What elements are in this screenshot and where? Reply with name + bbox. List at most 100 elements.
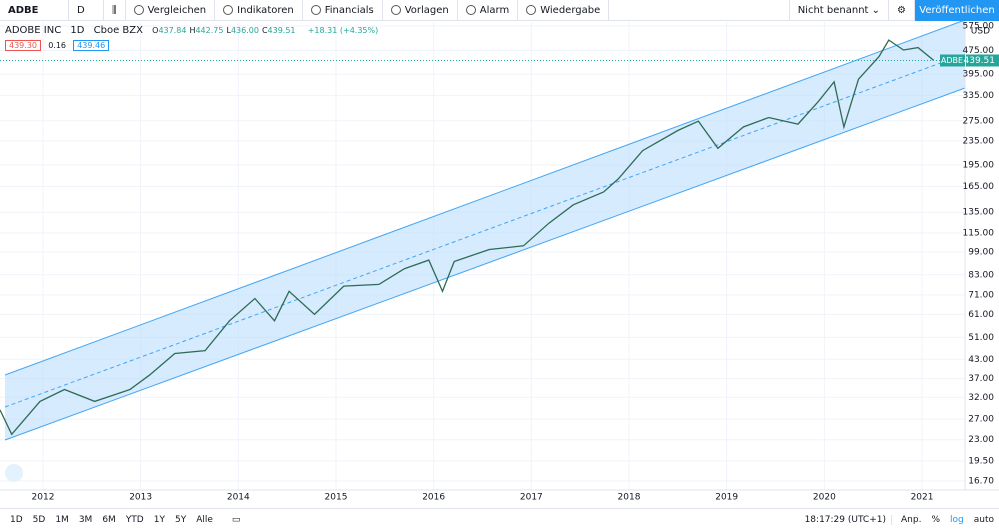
currency: USD xyxy=(971,27,990,37)
date-range-icon[interactable]: ▭ xyxy=(231,515,241,525)
ohlc-value: 442.75 xyxy=(195,26,224,35)
legend: ADOBE INC 1D Cboe BZX O437.84 H442.75 L436… xyxy=(5,25,384,51)
range-button[interactable]: 3M xyxy=(78,515,93,525)
y-tick-label: 335.00 xyxy=(963,91,995,101)
ohlc-label: O xyxy=(152,26,159,35)
price-line xyxy=(0,39,935,436)
x-tick-label: 2021 xyxy=(911,493,934,503)
y-tick-label: 16.70 xyxy=(968,476,994,486)
x-tick-label: 2012 xyxy=(32,493,55,503)
ohlc-label: L xyxy=(226,26,231,35)
x-tick-label: 2017 xyxy=(520,493,543,503)
x-tick-label: 2019 xyxy=(715,493,738,503)
channel-upper xyxy=(4,19,966,376)
toolbar-item[interactable]: Financials xyxy=(303,0,383,21)
legend-interval: 1D xyxy=(70,25,85,36)
range-button[interactable]: 1Y xyxy=(153,515,165,525)
symbol-tag-bg xyxy=(940,54,965,67)
ohlc-value: 437.84 xyxy=(158,26,187,35)
y-tick-label: 165.00 xyxy=(963,182,995,192)
ohlc-value: 439.51 xyxy=(267,26,296,35)
toolbar-icon xyxy=(133,5,144,15)
quote-row: 439.30 0.16 439.46 xyxy=(5,36,384,51)
toolbar-item[interactable]: Wiedergabe xyxy=(518,0,610,21)
y-tick-label: 275.00 xyxy=(963,116,995,126)
legend-title: ADOBE INC xyxy=(5,25,62,36)
y-tick-label: 235.00 xyxy=(963,136,995,146)
ranges: 1D 5D 1M 3M 6M YTD 1Y 5Y Alle xyxy=(0,515,218,525)
option-button[interactable]: auto xyxy=(973,515,994,525)
range-button[interactable]: YTD xyxy=(125,515,144,525)
logo[interactable] xyxy=(5,464,23,482)
x-tick-label: 2014 xyxy=(227,493,250,503)
bid[interactable]: 439.30 xyxy=(5,40,41,51)
last-price-bg xyxy=(966,54,999,67)
y-tick-label: 99.00 xyxy=(968,248,994,258)
toolbar-items: Vergleichen Indikatoren Financials Vorlagen… xyxy=(126,0,610,21)
toolbar-icon xyxy=(390,5,401,15)
top-toolbar: ADBE D ⫼ Vergleichen Indikatoren Financial… xyxy=(0,0,999,21)
channel-lower xyxy=(4,87,966,441)
range-button[interactable]: 1D xyxy=(10,515,23,525)
clock: 18:17:29 (UTC+1) xyxy=(804,515,886,525)
settings[interactable]: ⚙ xyxy=(889,0,915,21)
x-tick-label: 2015 xyxy=(325,493,348,503)
toolbar-icon xyxy=(465,5,476,15)
chart-style[interactable]: ⫼ xyxy=(104,0,126,21)
option-button[interactable]: % xyxy=(931,515,940,525)
option-button[interactable]: Anp. xyxy=(901,515,922,525)
option-button[interactable]: log xyxy=(950,515,964,525)
x-tick-label: 2016 xyxy=(422,493,445,503)
range-button[interactable]: Alle xyxy=(196,515,213,525)
y-tick-label: 135.00 xyxy=(963,208,995,218)
range-button[interactable]: 5D xyxy=(32,515,46,525)
layout-name: Nicht benannt xyxy=(797,4,869,16)
toolbar-label: Vorlagen xyxy=(404,4,449,16)
y-tick-label: 37.00 xyxy=(968,374,994,384)
y-tick-label: 71.00 xyxy=(968,290,994,300)
toolbar-item[interactable]: Indikatoren xyxy=(215,0,303,21)
range-button[interactable]: 6M xyxy=(102,515,116,525)
x-tick-label: 2020 xyxy=(813,493,836,503)
ohlc: O437.84 H442.75 L436.00 C439.51 xyxy=(152,26,298,35)
toolbar-label: Financials xyxy=(324,4,374,16)
symbol[interactable]: ADBE xyxy=(0,0,69,21)
range-button[interactable]: 1M xyxy=(55,515,69,525)
toolbar-icon xyxy=(223,5,234,15)
bottom-toolbar: 1D 5D 1M 3M 6M YTD 1Y 5Y Alle ▭ 18:17:29 (UTC+1)… xyxy=(0,508,999,531)
ohlc-label: H xyxy=(189,26,196,35)
layout[interactable]: Nicht benannt ⌄ xyxy=(788,0,890,21)
y-tick-label: 475.00 xyxy=(963,46,995,56)
y-tick-label: 43.00 xyxy=(968,355,994,365)
y-tick-label: 115.00 xyxy=(963,228,995,238)
toolbar-icon xyxy=(526,5,537,15)
symbol-tag: ADBE xyxy=(941,56,963,65)
toolbar-icon xyxy=(310,5,321,15)
ohlc-value: 436.00 xyxy=(230,26,259,35)
y-tick-label: 19.50 xyxy=(968,456,994,466)
toolbar-item[interactable]: Vorlagen xyxy=(383,0,458,21)
range-button[interactable]: 5Y xyxy=(174,515,187,525)
toolbar-label: Vergleichen xyxy=(147,4,207,16)
change: +18.31 (+4.35%) xyxy=(307,26,379,35)
y-tick-label: 51.00 xyxy=(968,333,994,343)
y-tick-label: 195.00 xyxy=(963,160,995,170)
legend-exchange: Cboe BZX xyxy=(93,25,143,36)
toolbar-item[interactable]: Alarm xyxy=(458,0,519,21)
toolbar-label: Indikatoren xyxy=(237,4,294,16)
spread: 0.16 xyxy=(48,41,66,50)
x-tick-label: 2018 xyxy=(618,493,641,503)
y-tick-label: 575.00 xyxy=(963,21,995,31)
ask[interactable]: 439.46 xyxy=(73,40,110,51)
y-tick-label: 27.00 xyxy=(968,415,994,425)
toolbar-item[interactable]: Vergleichen xyxy=(126,0,216,21)
y-tick-label: 23.00 xyxy=(968,435,994,445)
interval[interactable]: D xyxy=(69,0,104,21)
x-tick-label: 2013 xyxy=(129,493,152,503)
toolbar-label: Wiedergabe xyxy=(540,4,601,16)
y-tick-label: 395.00 xyxy=(963,70,995,80)
publish-button[interactable]: Veröffentlichen xyxy=(915,0,999,21)
y-tick-label: 83.00 xyxy=(968,270,994,280)
